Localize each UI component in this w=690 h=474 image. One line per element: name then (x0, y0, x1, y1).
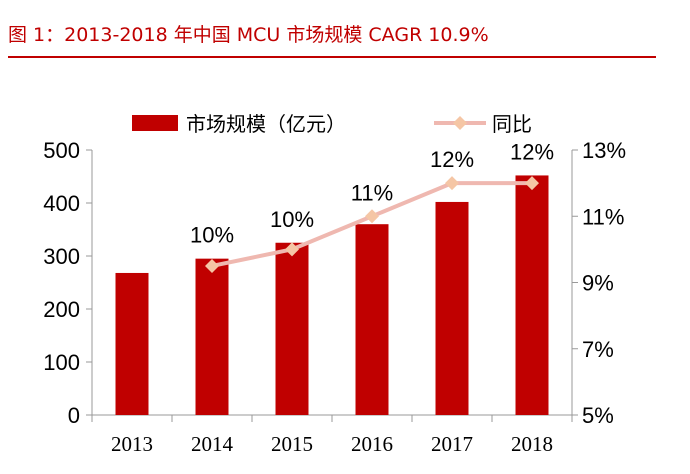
growth-data-label: 12% (510, 139, 554, 164)
line-marker (205, 258, 219, 273)
legend: 市场规模（亿元） 同比 (132, 112, 532, 136)
x-tick-label: 2017 (431, 432, 473, 456)
legend-label-line: 同比 (492, 112, 532, 136)
y-left-tick-label: 100 (43, 350, 80, 375)
x-tick-label: 2018 (511, 432, 553, 456)
bar (195, 258, 229, 415)
y-left-tick-label: 0 (68, 403, 80, 428)
x-tick-label: 2015 (271, 432, 313, 456)
y-left-tick-label: 400 (43, 191, 80, 216)
bar-series (115, 175, 549, 415)
y-left-tick-label: 200 (43, 297, 80, 322)
bar (515, 175, 549, 415)
legend-swatch-marker (453, 116, 467, 130)
bar (115, 272, 149, 415)
y-right-tick-label: 9% (582, 271, 614, 296)
x-tick-label: 2013 (111, 432, 153, 456)
x-tick-label: 2014 (191, 432, 234, 456)
bar (275, 242, 309, 415)
axes: 0 100 200 300 400 500 5% 7% 9% 11% 13% 2013 2014 2015… (43, 138, 626, 456)
data-labels: 10% 10% 11% 12% 12% (190, 139, 554, 247)
bar (355, 224, 389, 415)
line-marker (445, 176, 459, 191)
growth-data-label: 11% (351, 180, 393, 205)
y-left-tick-label: 500 (43, 138, 80, 163)
growth-data-label: 10% (190, 223, 234, 248)
line-marker (285, 242, 299, 257)
line-series (205, 176, 539, 273)
x-tick-label: 2016 (351, 432, 393, 456)
title-divider (8, 56, 656, 58)
line-marker (525, 176, 539, 191)
growth-data-label: 12% (430, 147, 474, 172)
legend-swatch-bar (132, 115, 178, 131)
y-left-tick-label: 300 (43, 244, 80, 269)
y-right-tick-label: 7% (582, 337, 614, 362)
bar (435, 201, 469, 415)
y-right-tick-label: 5% (582, 403, 614, 428)
y-right-tick-label: 11% (582, 204, 624, 229)
chart-title: 图 1：2013-2018 年中国 MCU 市场规模 CAGR 10.9% (8, 24, 489, 46)
growth-data-label: 10% (270, 207, 314, 232)
legend-label-bar: 市场规模（亿元） (186, 112, 346, 136)
y-right-tick-label: 13% (582, 138, 626, 163)
line-marker (365, 209, 379, 224)
